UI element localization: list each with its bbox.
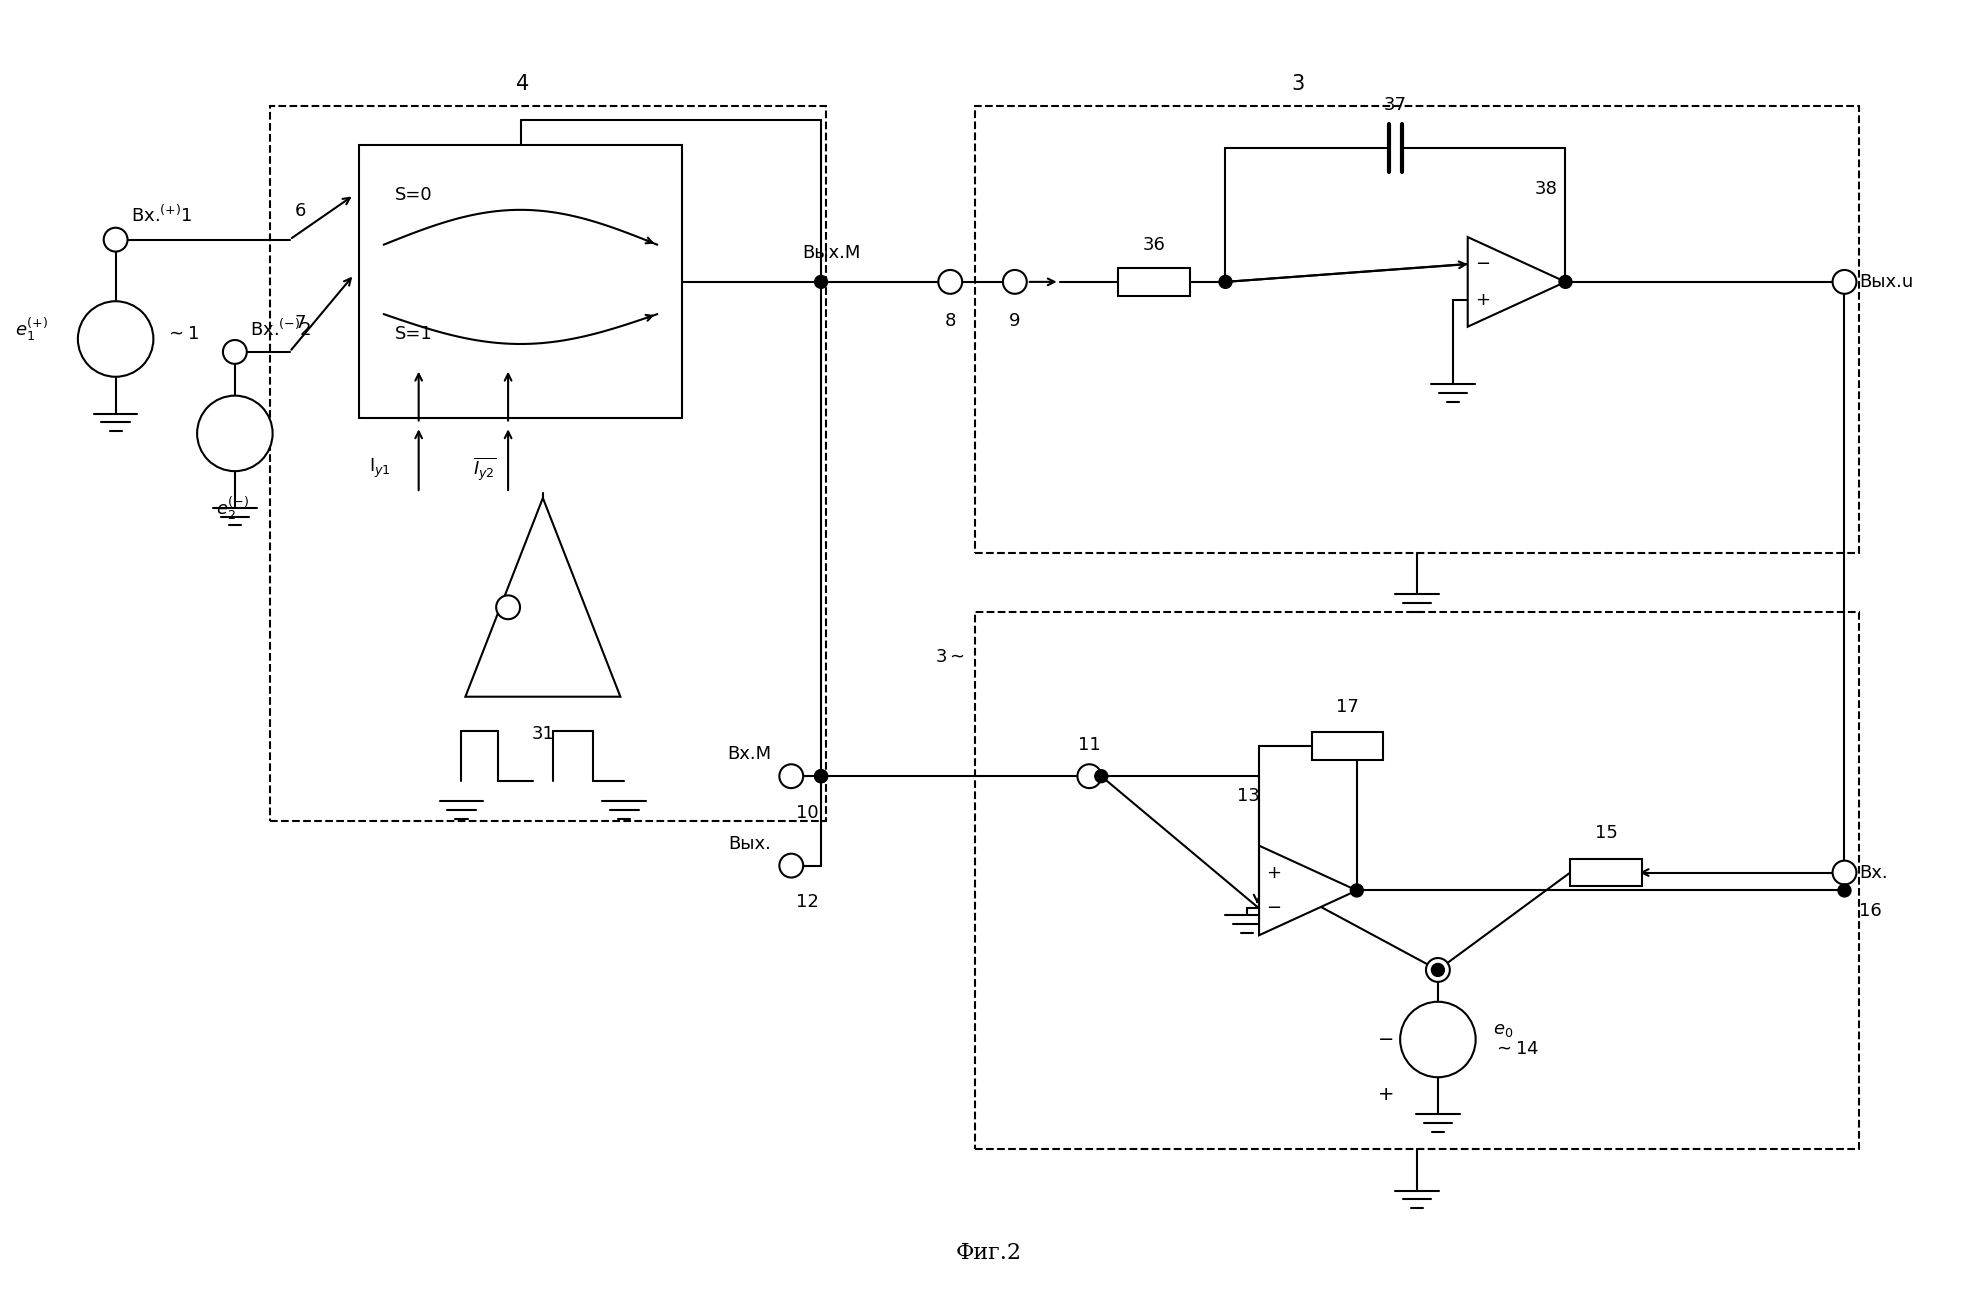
Text: Вх.$^{(+)}$1: Вх.$^{(+)}$1: [131, 204, 192, 225]
Bar: [1571, 858, 1642, 887]
Text: 13: 13: [1236, 786, 1260, 805]
Circle shape: [1559, 276, 1573, 288]
Circle shape: [938, 270, 961, 294]
Circle shape: [1003, 270, 1027, 294]
Text: 31: 31: [532, 724, 554, 742]
Text: −: −: [1379, 1030, 1394, 1049]
Text: I$_{y1}$: I$_{y1}$: [370, 457, 392, 479]
Text: $\overline{I_{y2}}$: $\overline{I_{y2}}$: [473, 454, 496, 482]
Circle shape: [1078, 764, 1102, 788]
Circle shape: [103, 228, 127, 251]
Circle shape: [1832, 270, 1857, 294]
Text: 38: 38: [1535, 181, 1559, 198]
Circle shape: [198, 396, 273, 471]
Circle shape: [779, 854, 803, 878]
Text: 36: 36: [1143, 236, 1165, 254]
Text: 15: 15: [1594, 824, 1618, 842]
Circle shape: [779, 764, 803, 788]
Text: $e_0$: $e_0$: [1493, 1021, 1513, 1039]
Text: Вых.М: Вых.М: [801, 243, 860, 262]
Text: 10: 10: [797, 805, 819, 822]
Text: $e_2^{(-)}$: $e_2^{(-)}$: [216, 495, 249, 522]
Text: Вых.u: Вых.u: [1859, 273, 1913, 290]
Bar: [1118, 268, 1189, 296]
Text: $e_1^{(+)}$: $e_1^{(+)}$: [14, 315, 47, 342]
Text: +: +: [1476, 290, 1489, 309]
Text: Вых.: Вых.: [728, 835, 771, 853]
Circle shape: [1094, 769, 1108, 783]
Text: 9: 9: [1009, 311, 1021, 329]
Text: 11: 11: [1078, 737, 1100, 754]
Polygon shape: [465, 497, 621, 697]
Text: $\sim$1: $\sim$1: [166, 326, 200, 342]
Text: 17: 17: [1337, 698, 1359, 716]
Text: S=0: S=0: [396, 186, 433, 204]
Text: 4: 4: [516, 74, 530, 94]
Circle shape: [1838, 884, 1851, 897]
Text: 3$\sim$: 3$\sim$: [936, 648, 965, 665]
Circle shape: [1426, 958, 1450, 982]
Text: 8: 8: [945, 311, 955, 329]
Bar: [975, 612, 1859, 1148]
Text: $\sim$14: $\sim$14: [1493, 1040, 1539, 1059]
Text: 12: 12: [797, 893, 819, 911]
Text: −: −: [1266, 900, 1282, 918]
Polygon shape: [1468, 237, 1565, 327]
Circle shape: [1218, 276, 1232, 288]
Circle shape: [1832, 861, 1857, 884]
Text: Вх.: Вх.: [1859, 863, 1889, 881]
Text: Вх.М: Вх.М: [728, 745, 771, 763]
Circle shape: [815, 276, 827, 288]
Text: Вх.$^{(-)}$2: Вх.$^{(-)}$2: [249, 319, 311, 340]
Text: −: −: [1476, 255, 1489, 273]
Bar: [1311, 733, 1383, 760]
Circle shape: [496, 595, 520, 620]
Circle shape: [1351, 884, 1363, 897]
Circle shape: [1400, 1001, 1476, 1077]
Bar: [975, 105, 1859, 552]
Circle shape: [815, 769, 827, 783]
Text: +: +: [1266, 863, 1282, 881]
Text: 3: 3: [1292, 74, 1305, 94]
Circle shape: [1432, 963, 1444, 976]
Text: 6: 6: [295, 202, 307, 220]
Text: S=1: S=1: [396, 326, 433, 342]
Polygon shape: [1260, 845, 1357, 935]
Bar: [360, 146, 682, 418]
Circle shape: [815, 769, 827, 783]
Circle shape: [224, 340, 247, 363]
Text: Фиг.2: Фиг.2: [955, 1242, 1023, 1264]
Text: 7: 7: [295, 314, 307, 332]
Circle shape: [77, 301, 154, 376]
Text: +: +: [1379, 1085, 1394, 1104]
Bar: [269, 105, 827, 820]
Text: 37: 37: [1385, 96, 1406, 115]
Text: 16: 16: [1859, 902, 1883, 921]
